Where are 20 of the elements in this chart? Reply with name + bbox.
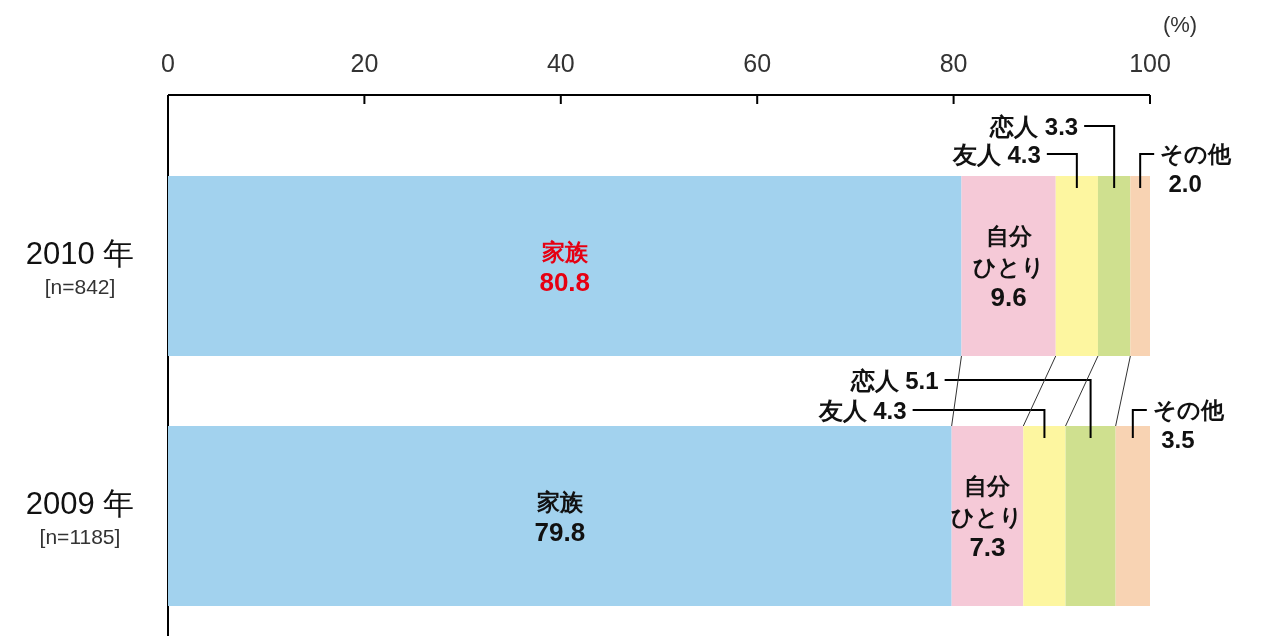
data-label: 家族 79.8 (534, 488, 586, 547)
data-label: 3.5 (1161, 426, 1195, 453)
x-tick-label: 100 (1129, 49, 1171, 77)
x-tick-label: 80 (939, 49, 968, 77)
x-tick-label: 40 (546, 49, 575, 77)
x-tick-label: 0 (161, 49, 175, 77)
x-axis-title: (%) (1162, 12, 1198, 37)
category-label: 2010 年 [n=842] (25, 236, 135, 298)
data-label: 2.0 (1168, 170, 1202, 197)
x-tick-label: 20 (350, 49, 379, 77)
data-label: 友人 4.3 (818, 397, 1046, 439)
data-label: 自分ひとり 7.3 (951, 473, 1024, 562)
data-label: その他 2.0 (1139, 141, 1232, 197)
x-tick-label: 60 (743, 49, 772, 77)
data-label: 友人 4.3 (952, 141, 1078, 189)
data-label: その他 3.5 (1131, 397, 1224, 453)
series-label: その他 (1152, 397, 1225, 423)
category-label: 2009 年 [n=1185] (25, 486, 135, 548)
data-label: 自分ひとり 9.6 (972, 223, 1045, 312)
data-label: 家族 80.8 (539, 238, 591, 297)
